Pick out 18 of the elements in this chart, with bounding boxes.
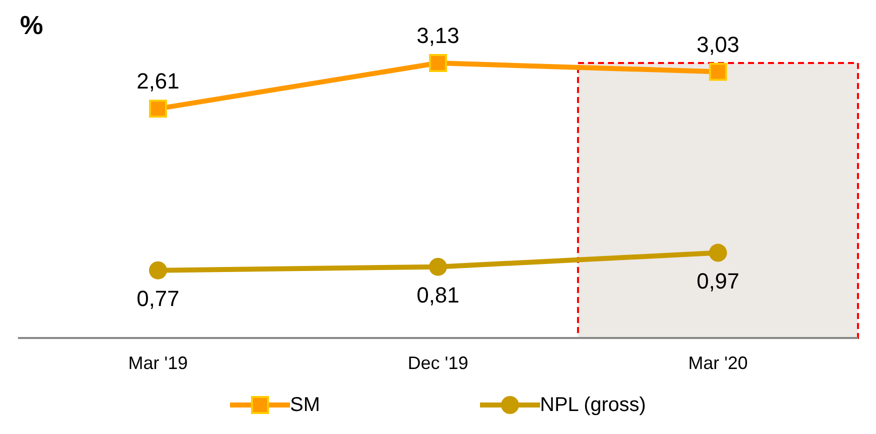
legend-label: SM — [290, 394, 320, 416]
data-label: 2,61 — [136, 68, 180, 94]
y-axis-title: % — [20, 10, 44, 41]
x-tick-label: Dec '19 — [408, 352, 468, 373]
point — [709, 244, 727, 262]
point — [149, 261, 167, 280]
point — [149, 100, 167, 118]
x-tick-label: Mar '19 — [128, 352, 188, 373]
data-label: 0,97 — [696, 268, 740, 294]
point — [429, 258, 447, 276]
data-label: 0,77 — [136, 286, 180, 311]
legend-label: NPL (gross) — [540, 394, 646, 416]
data-label: 0,81 — [416, 282, 460, 308]
point — [429, 54, 447, 72]
data-label: 3,03 — [696, 32, 740, 57]
point — [709, 62, 727, 81]
data-label: 3,13 — [416, 23, 460, 48]
x-tick-label: Mar '20 — [688, 352, 748, 373]
